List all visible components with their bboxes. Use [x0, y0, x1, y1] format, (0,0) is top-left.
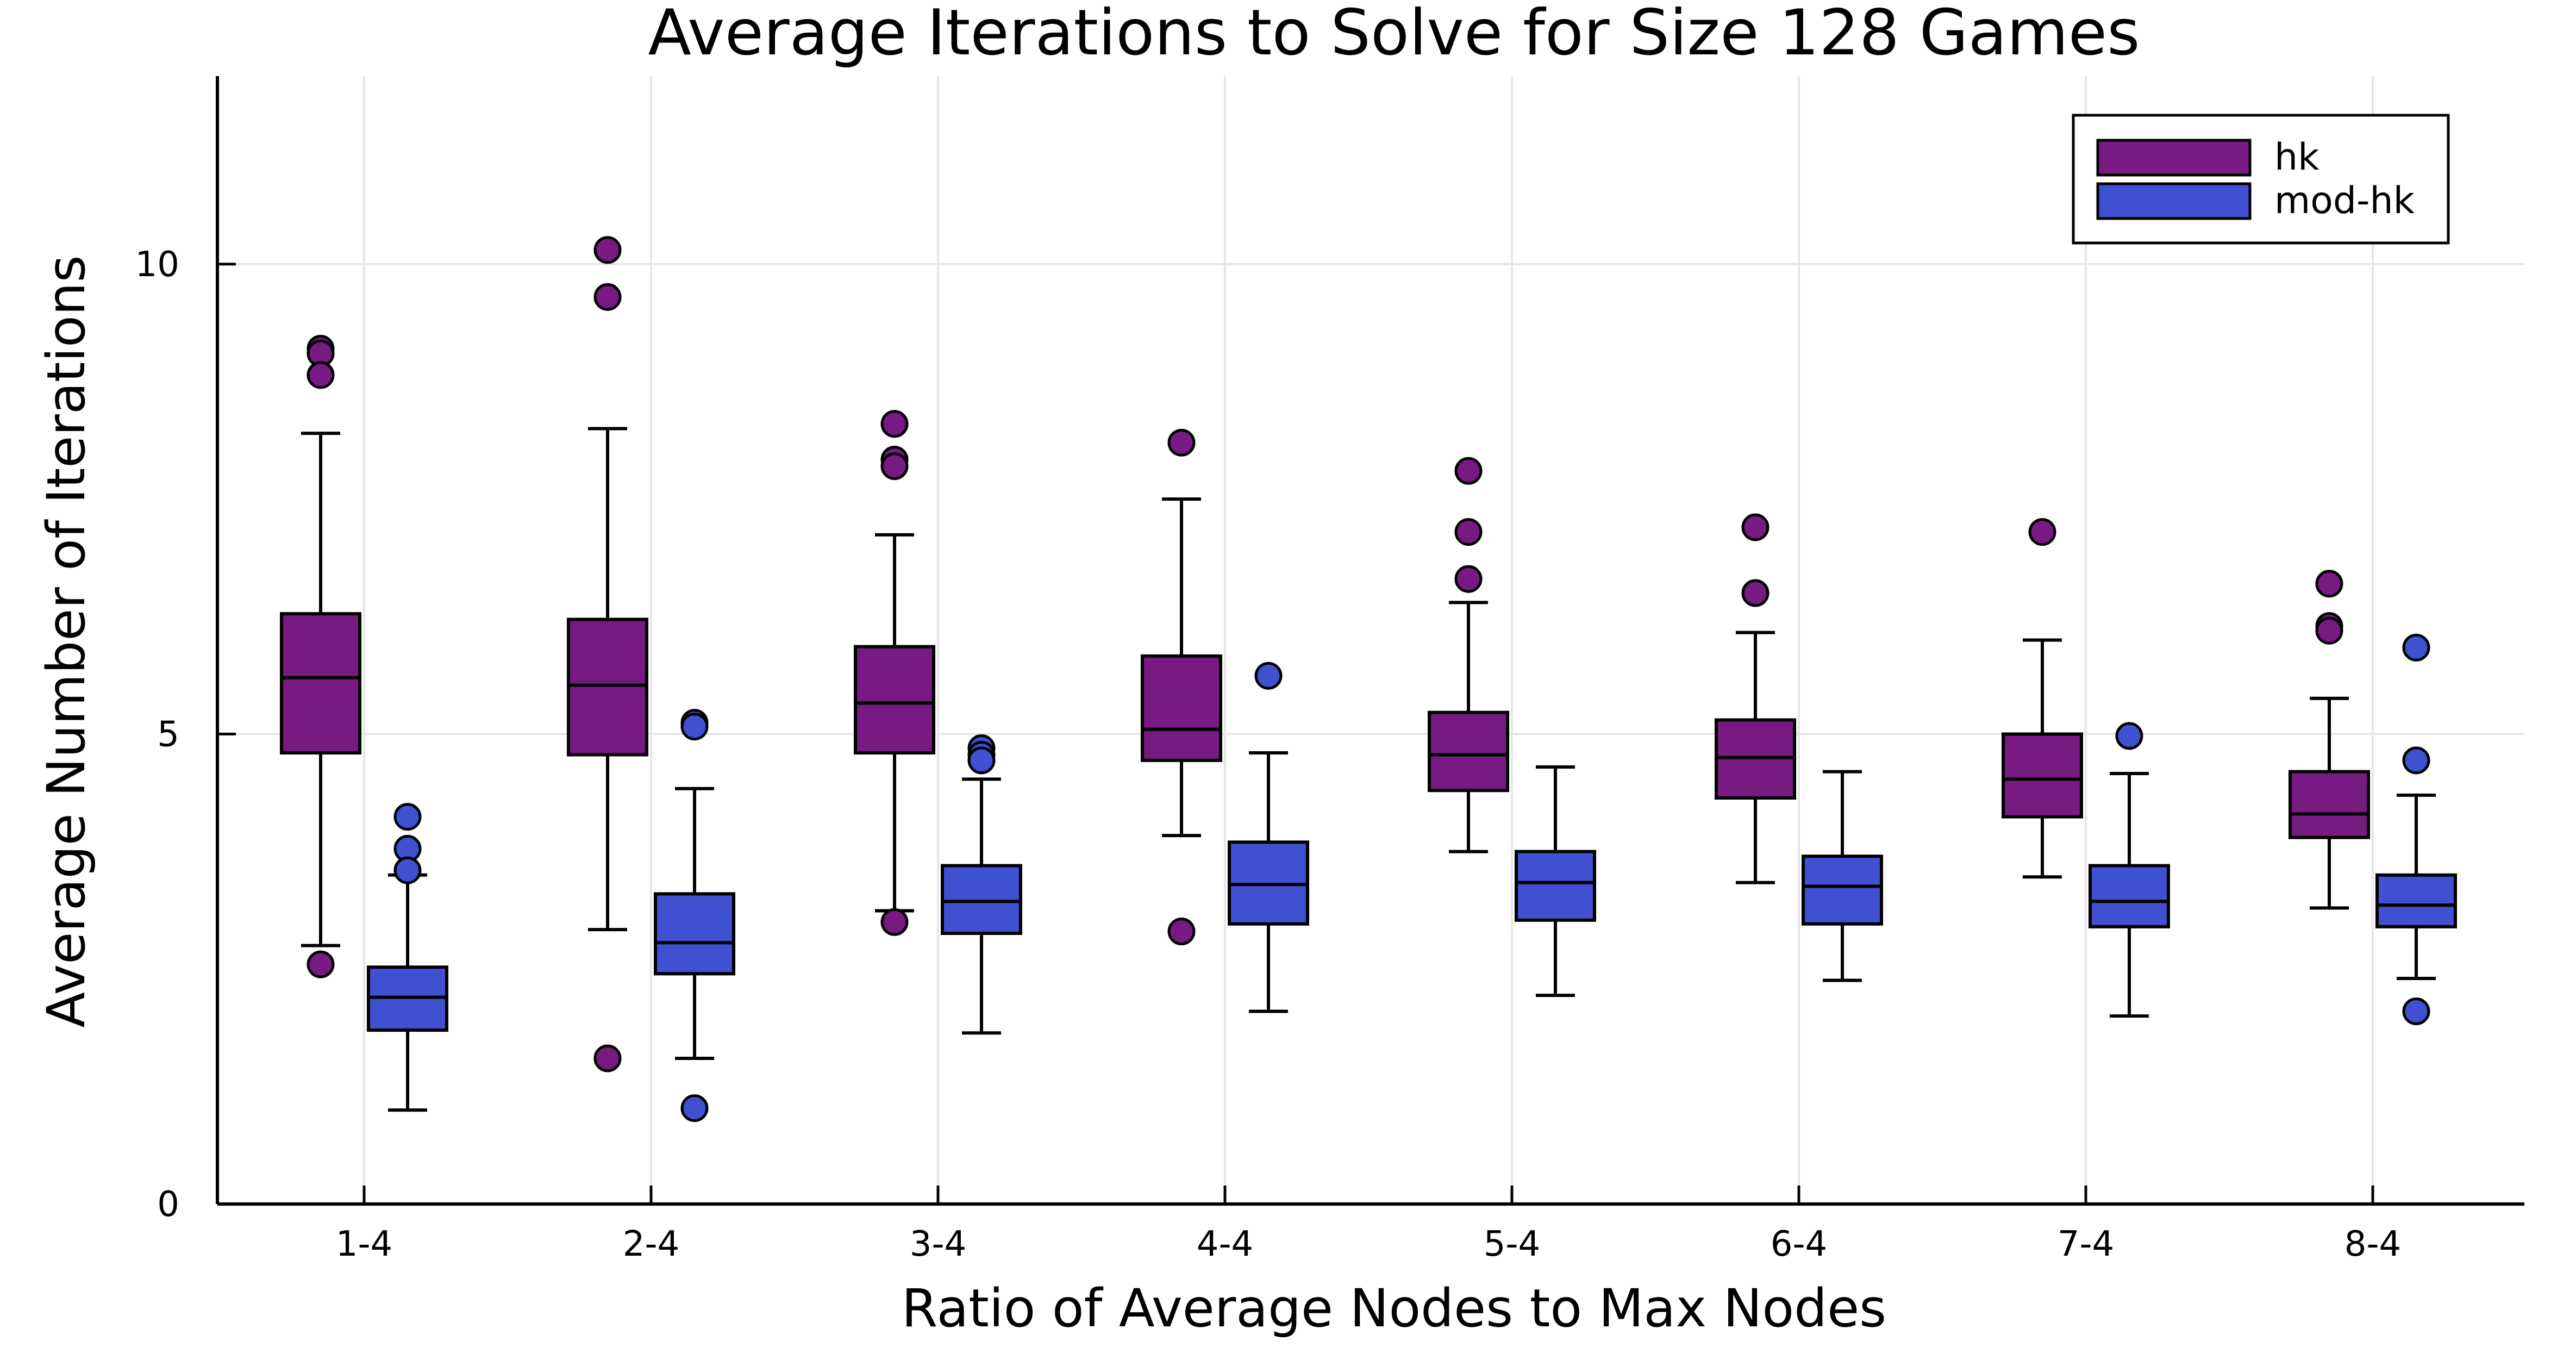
box-mod-hk-4-4 [1228, 662, 1309, 1013]
outlier-point [2402, 997, 2430, 1026]
x-tick-label: 6-4 [1771, 1224, 1828, 1264]
grid-lines [217, 76, 2524, 1205]
x-axis-title: Ratio of Average Nodes to Max Nodes [902, 1278, 1886, 1339]
box-hk-6-4 [1715, 513, 1796, 884]
x-tick-label: 1-4 [336, 1224, 393, 1264]
box-mod-hk-6-4 [1802, 770, 1883, 982]
outlier-point [2315, 570, 2343, 598]
box-mod-hk-2-4 [654, 709, 735, 1122]
box-mod-hk-8-4 [2375, 633, 2457, 1026]
x-tick-label: 7-4 [2058, 1224, 2115, 1264]
box-hk-5-4 [1428, 457, 1509, 853]
box-body [2089, 864, 2170, 928]
outlier-point [880, 410, 909, 438]
y-tick-label: 10 [135, 245, 179, 285]
outlier-point [1167, 918, 1196, 946]
axes: 0 5 10 1-4 2-4 3-4 4-4 5-4 6-4 7-4 8-4 [135, 76, 2524, 1264]
outlier-point [1254, 662, 1283, 690]
box-body [654, 892, 735, 976]
y-tick-label: 5 [157, 714, 179, 754]
box-body [280, 612, 361, 755]
box-body [1141, 654, 1222, 762]
box-body [854, 645, 935, 754]
outlier-point [880, 452, 909, 481]
outlier-point [307, 361, 335, 389]
x-tick-label: 2-4 [623, 1224, 680, 1264]
box-body [2002, 732, 2083, 819]
x-tick-label: 4-4 [1197, 1224, 1254, 1264]
chart-title: Average Iterations to Solve for Size 128… [648, 0, 2140, 70]
legend-swatch-mod-hk [2096, 182, 2252, 220]
box-mod-hk-3-4 [941, 734, 1022, 1035]
legend: hk mod-hk [2072, 114, 2450, 245]
outlier-point [393, 856, 422, 884]
outlier-point [2402, 633, 2430, 662]
box-body [567, 618, 648, 757]
outlier-point [2028, 518, 2056, 546]
y-tick-label: 0 [157, 1184, 179, 1225]
box-hk-7-4 [2002, 518, 2083, 879]
legend-label-hk: hk [2274, 136, 2319, 179]
box-hk-1-4 [280, 334, 361, 978]
box-body [941, 864, 1022, 935]
box-mod-hk-7-4 [2089, 722, 2170, 1018]
box-mod-hk-1-4 [367, 803, 448, 1112]
outlier-point [593, 283, 622, 311]
outlier-point [2402, 746, 2430, 775]
outlier-point [680, 1094, 709, 1122]
box-hk-4-4 [1141, 428, 1222, 946]
outlier-point [967, 746, 996, 775]
x-tick-label: 8-4 [2344, 1224, 2402, 1264]
y-axis-title: Average Number of Iterations [36, 255, 97, 1027]
box-body [2375, 873, 2457, 928]
outlier-point [1167, 428, 1196, 457]
outlier-point [593, 236, 622, 264]
legend-swatch-hk [2096, 139, 2252, 177]
box-hk-8-4 [2289, 570, 2370, 910]
box-body [1802, 855, 1883, 926]
legend-frame [2072, 114, 2450, 245]
box-body [2289, 770, 2370, 839]
x-tick-label: 5-4 [1484, 1224, 1541, 1264]
outlier-point [307, 950, 335, 978]
outlier-point [393, 803, 422, 831]
box-hk-2-4 [567, 236, 648, 1072]
outlier-point [1454, 518, 1483, 546]
outlier-point [880, 908, 909, 936]
legend-label-mod-hk: mod-hk [2274, 179, 2415, 222]
box-mod-hk-5-4 [1515, 765, 1596, 997]
outlier-point [1454, 457, 1483, 485]
outlier-point [1741, 579, 1770, 607]
outlier-point [1741, 513, 1770, 541]
box-hk-3-4 [854, 410, 935, 936]
outlier-point [2315, 616, 2343, 645]
outlier-point [593, 1044, 622, 1072]
box-body [1515, 850, 1596, 922]
box-body [1428, 710, 1509, 793]
boxes-layer [280, 236, 2457, 1122]
outlier-point [2115, 722, 2143, 750]
outlier-point [1454, 565, 1483, 593]
outlier-point [680, 713, 709, 741]
x-tick-label: 3-4 [910, 1224, 967, 1264]
